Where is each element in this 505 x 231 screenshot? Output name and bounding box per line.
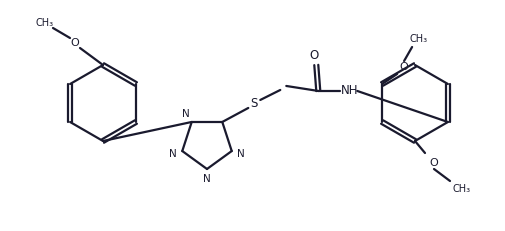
Text: N: N [182,109,189,119]
Text: O: O [71,38,79,48]
Text: O: O [399,62,408,72]
Text: N: N [169,149,176,159]
Text: N: N [203,174,211,184]
Text: S: S [250,97,258,110]
Text: N: N [237,149,244,159]
Text: CH₃: CH₃ [408,34,426,44]
Text: O: O [429,158,437,168]
Text: CH₃: CH₃ [36,18,54,28]
Text: CH₃: CH₃ [452,184,470,194]
Text: NH: NH [340,85,358,97]
Text: O: O [309,49,318,62]
